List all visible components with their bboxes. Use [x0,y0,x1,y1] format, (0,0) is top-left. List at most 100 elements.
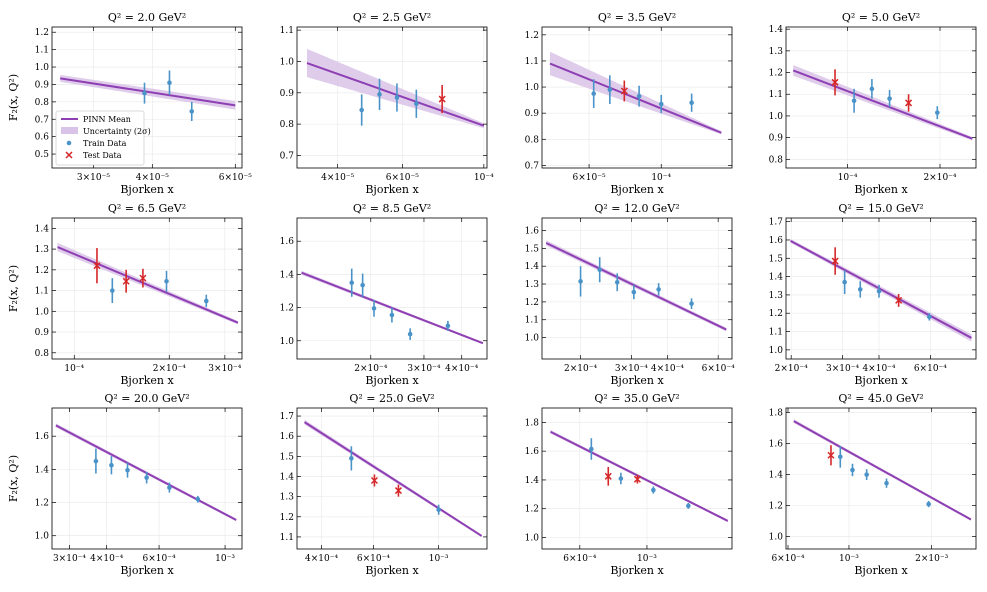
train-point [636,93,642,99]
ytick-label: 0.9 [769,134,784,144]
train-point [394,95,400,100]
axes-frame [785,407,977,550]
axes-frame [785,217,977,360]
panel-title: Q² = 3.5 GeV² [598,11,676,24]
ytick-label: 1.0 [35,307,50,317]
train-point [689,100,694,106]
train-point [607,87,613,92]
pinn-mean-line [306,62,485,127]
xtick-label: 6×10⁻⁴ [563,554,596,564]
ytick-label: 0.9 [280,89,295,99]
ytick-label: 1.3 [769,291,784,301]
train-point [195,496,201,502]
panel-q2-2.5: 0.7 0.8 0.9 1.0 1.1 4×10⁻⁵ 6×10⁻⁵ 10⁻⁴ Q² = 2.5 … [280,11,494,196]
xtick-label: 10⁻³ [839,554,859,564]
ytick-label: 1.2 [35,28,49,38]
train-point [851,98,857,104]
train-point [359,107,364,113]
test-point [827,451,835,459]
xtick-label: 6×10⁻⁴ [702,364,735,374]
xtick-label: 3×10⁻⁴ [826,364,859,374]
x-axis-label: Bjorken x [854,183,908,196]
train-point [597,267,602,273]
xtick-label: 4×10⁻⁴ [651,364,684,374]
ytick-label: 1.4 [35,224,50,234]
x-axis-label: Bjorken x [610,183,664,196]
axes-frame [296,217,488,360]
train-point [651,487,656,493]
ytick-label: 1.4 [525,262,540,272]
plot-area [549,51,722,135]
axes-frame [51,26,243,169]
train-point [589,446,594,452]
train-point [389,312,395,318]
panel-title: Q² = 2.0 GeV² [108,11,186,24]
ytick-label: 1.2 [525,31,539,41]
test-point [604,472,612,480]
axes-frame [541,407,733,550]
xtick-label: 4×10⁻⁴ [90,554,123,564]
ytick-label: 1.7 [280,412,295,422]
xtick-label: 2×10⁻⁴ [564,364,597,374]
uncertainty-band [549,51,722,135]
ytick-label: 1.5 [769,254,784,264]
panel-q2-35.0: 1.0 1.2 1.4 1.6 1.8 6×10⁻⁴ 10⁻³ Q² = 35.0 GeV² B… [525,392,733,577]
ytick-label: 1.6 [769,440,784,450]
train-point [189,109,195,114]
ytick-label: 1.5 [280,452,295,462]
ytick-label: 1.0 [525,533,540,543]
legend-label: PINN Mean [83,115,131,124]
xtick-label: 2×10⁻⁴ [354,364,387,374]
xtick-label: 4×10⁻⁴ [862,364,895,374]
xtick-label: 6×10⁻⁴ [771,554,804,564]
plot-area [790,239,972,342]
ytick-label: 1.2 [280,513,294,523]
ytick-label: 1.0 [35,63,50,73]
panel-title: Q² = 5.0 GeV² [842,11,920,24]
x-axis-label: Bjorken x [610,374,664,387]
ytick-label: 1.0 [280,337,295,347]
pinn-mean-line [792,69,973,140]
plot-area [545,240,727,332]
legend-swatch-train [66,140,72,146]
test-point [394,487,402,495]
ytick-label: 0.7 [525,161,540,171]
test-point [895,296,903,304]
ytick-label: 1.7 [769,218,784,228]
train-point [884,480,889,486]
panel-title: Q² = 20.0 GeV² [104,392,189,405]
xtick-label: 6×10⁻⁴ [143,554,176,564]
train-point [371,306,377,311]
axes-frame [541,217,733,360]
panel-title: Q² = 12.0 GeV² [594,202,679,215]
xtick-label: 4×10⁻⁵ [136,173,169,183]
ytick-label: 0.5 [35,150,50,160]
x-axis-label: Bjorken x [120,183,174,196]
legend-swatch-test [65,151,73,159]
plot-area [55,423,237,522]
xtick-label: 10⁻⁴ [64,364,84,374]
panel-title: Q² = 2.5 GeV² [353,11,431,24]
ytick-label: 1.3 [35,245,50,255]
x-axis-label: Bjorken x [365,183,419,196]
x-axis-label: Bjorken x [854,374,908,387]
uncertainty-band [306,48,484,129]
legend-label: Uncertainty (2σ) [83,127,151,136]
xtick-label: 6×10⁻⁵ [219,173,252,183]
xtick-label: 3×10⁻⁵ [77,173,110,183]
ytick-label: 1.6 [525,226,540,236]
train-point [864,472,869,477]
plot-area [303,419,483,538]
xtick-label: 6×10⁻⁵ [386,173,419,183]
train-point [926,501,931,507]
train-point [203,298,209,304]
y-axis-label: F₂(x, Q²) [7,455,20,502]
xtick-label: 3×10⁻⁴ [208,364,241,374]
train-point [876,288,882,294]
ytick-label: 1.2 [769,309,783,319]
xtick-label: 3×10⁻⁴ [53,554,86,564]
panel-title: Q² = 25.0 GeV² [349,392,434,405]
train-point [164,278,169,284]
ytick-label: 1.4 [769,471,784,481]
